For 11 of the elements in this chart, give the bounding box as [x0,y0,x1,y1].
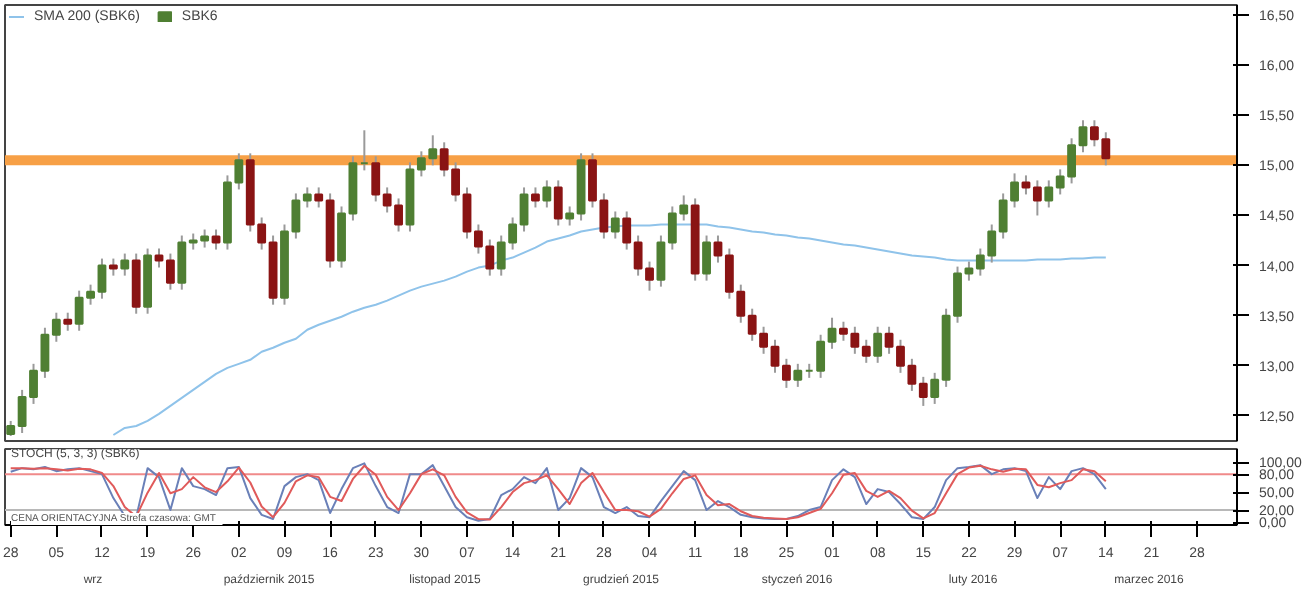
candlestick [873,325,883,364]
candlestick [542,179,552,209]
candlestick [131,252,141,315]
candlestick [702,234,711,282]
candlestick [120,252,130,277]
candlestick [531,186,540,209]
candlestick [610,210,620,240]
candlestick [793,362,803,388]
candlestick [211,228,221,251]
candlestick [553,179,563,227]
candlestick [63,311,73,332]
